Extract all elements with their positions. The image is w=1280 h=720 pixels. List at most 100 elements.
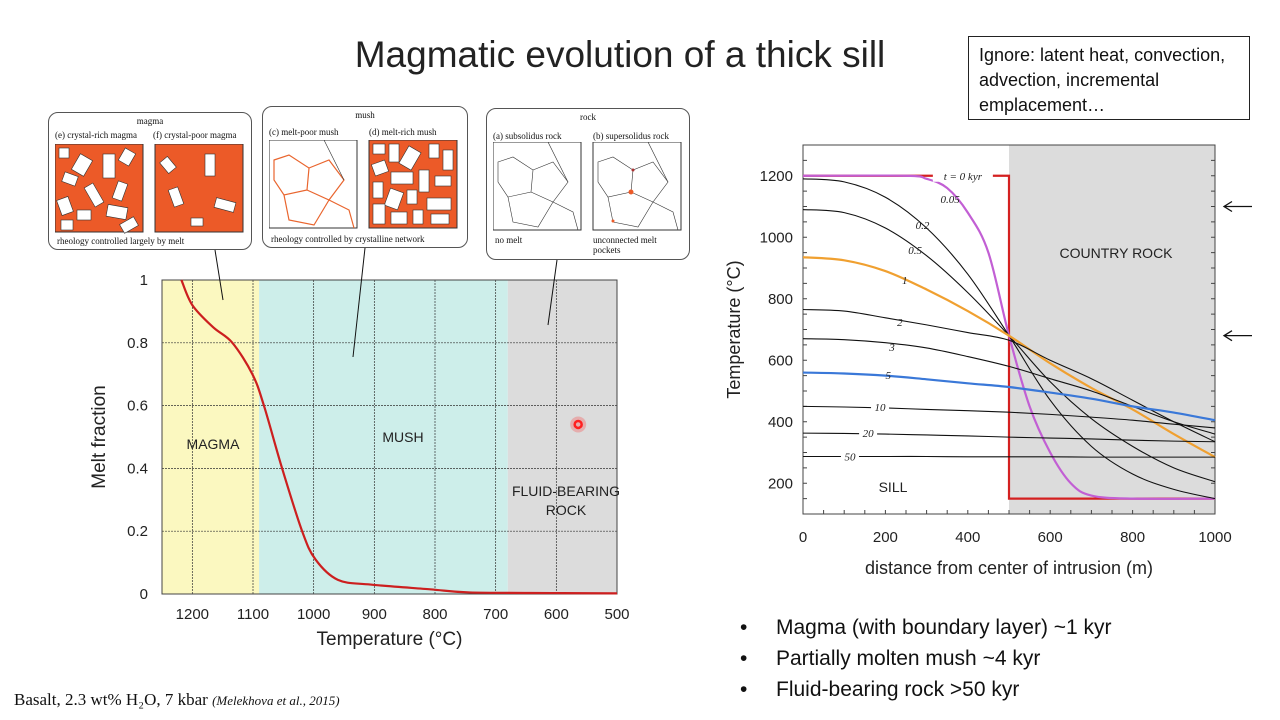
mush-texture-illustration (269, 140, 458, 229)
melt-fraction-chart: 1200 1100 1000 900 800 700 600 500 0 0.2 0.4 0.6 0.8… (89, 247, 630, 650)
x-tick-label: 800 (1120, 529, 1145, 546)
region-label: FLUID-BEARING (512, 483, 620, 499)
temperature-curve (802, 338, 1216, 435)
curve-label: t = 0 kyr (944, 171, 983, 183)
marker-glow (570, 416, 587, 433)
y-tick-label: 800 (768, 291, 793, 308)
curve-label-bg (840, 450, 859, 463)
x-axis-label: Temperature (°C) (317, 629, 463, 650)
curve-label: 3 (888, 342, 895, 354)
melt-fraction-curve (180, 279, 618, 595)
temperature-curve (802, 371, 1216, 422)
source-note: Basalt, 2.3 wt% H₂O, 7 kbar (Melekhova e… (14, 690, 340, 710)
x-tick-label: 200 (873, 529, 898, 546)
x-tick-label: 1000 (297, 606, 330, 623)
curve-label-bg (871, 400, 890, 413)
temperature-profile-chart: 0 200 400 600 800 1000 200 400 600 800 1000 1200 t =… (724, 144, 1252, 578)
y-axis-label: Temperature (°C) (724, 260, 744, 398)
panel-sub: (b) supersolidus rock (593, 131, 669, 141)
y-tick-label: 1200 (760, 168, 793, 185)
magma-texture-illustration (55, 144, 244, 234)
x-tick-label: 1200 (176, 606, 209, 623)
x-tick-label: 1100 (237, 606, 269, 623)
region-label: ROCK (546, 502, 587, 518)
slide-title: Magmatic evolution of a thick sill (354, 34, 886, 75)
marker-point (573, 419, 583, 430)
citation: (Melekhova et al., 2015) (212, 693, 340, 708)
y-axis-label: Melt fraction (89, 385, 110, 488)
curve-label: 10 (875, 402, 887, 414)
x-tick-label: 1000 (1198, 529, 1231, 546)
panel-caption: unconnected melt pockets (593, 235, 657, 255)
region-fluid-bearing-rock (507, 280, 617, 594)
panel-rock: rock (a) subsolidus rock (b) supersolidu… (486, 108, 690, 260)
region-label: SILL (879, 479, 908, 495)
y-tick-label: 0.8 (127, 335, 148, 352)
x-tick-label: 700 (483, 606, 508, 623)
region-sill (803, 145, 1009, 514)
rock-texture-illustration (493, 142, 682, 231)
bullet-item: Partially molten mush ~4 kyr (740, 643, 1112, 674)
arrow-left-icon (1222, 200, 1252, 213)
y-tick-label: 200 (768, 475, 793, 492)
panel-caption: no melt (495, 235, 523, 245)
x-tick-label: 900 (362, 606, 387, 623)
x-tick-label: 600 (1038, 529, 1063, 546)
panel-mush: mush (c) melt-poor mush (d) melt-rich mu… (262, 106, 468, 248)
y-tick-label: 400 (768, 414, 793, 431)
curve-label: 0.5 (908, 245, 922, 257)
bullet-item: Fluid-bearing rock >50 kyr (740, 674, 1112, 705)
assumptions-note: Ignore: latent heat, convection, advecti… (968, 36, 1250, 120)
y-tick-label: 0 (140, 586, 148, 603)
region-label: MUSH (382, 429, 423, 445)
y-tick-label: 0.4 (127, 460, 148, 477)
leader-line (352, 247, 366, 358)
y-tick-label: 1 (140, 272, 148, 289)
curve-label: 0.2 (916, 220, 930, 232)
region-mush (259, 280, 508, 594)
curve-label: 50 (844, 451, 856, 463)
panel-caption: rheology controlled by crystalline netwo… (271, 234, 425, 244)
arrow-left-icon (1222, 330, 1252, 342)
panel-sub: (d) melt-rich mush (369, 127, 437, 137)
bullet-item: Magma (with boundary layer) ~1 kyr (740, 612, 1112, 643)
y-tick-label: 0.2 (127, 523, 148, 540)
x-tick-label: 800 (422, 606, 447, 623)
region-label: MAGMA (187, 436, 241, 452)
plot-frame (161, 279, 618, 595)
curve-label-bg (859, 427, 878, 440)
curve-label: 1 (902, 275, 908, 287)
curve-label: 5 (886, 370, 892, 382)
temperature-curve (802, 256, 1216, 459)
temperature-curve (802, 308, 1216, 443)
x-tick-label: 500 (604, 606, 629, 623)
panel-sub: (c) melt-poor mush (269, 127, 339, 137)
y-tick-label: 0.6 (127, 398, 148, 415)
leader-line (547, 259, 558, 326)
curve-label: 2 (897, 317, 903, 329)
x-tick-label: 600 (544, 606, 569, 623)
region-label: COUNTRY ROCK (1059, 245, 1173, 261)
x-axis-label: distance from center of intrusion (m) (865, 558, 1153, 578)
leader-line (214, 249, 224, 301)
y-tick-label: 1000 (760, 229, 793, 246)
panel-caption: rheology controlled largely by melt (57, 236, 185, 246)
region-magma (162, 280, 260, 594)
bullet-list: Magma (with boundary layer) ~1 kyr Parti… (740, 612, 1112, 705)
source-text: Basalt, 2.3 wt% H₂O, 7 kbar (14, 690, 208, 709)
y-tick-label: 600 (768, 352, 793, 369)
x-tick-label: 0 (799, 529, 807, 546)
panel-title: rock (580, 112, 596, 122)
curve-label: 0.05 (940, 194, 960, 206)
region-country-rock (1009, 145, 1215, 514)
panel-title: magma (136, 116, 164, 126)
curve-label: 20 (863, 428, 875, 440)
curve-label-bg (932, 169, 993, 182)
panel-magma: magma (e) crystal-rich magma (f) crystal… (48, 112, 252, 250)
panel-title: mush (355, 110, 375, 120)
x-tick-label: 400 (955, 529, 980, 546)
panel-sub: (e) crystal-rich magma (55, 130, 137, 140)
temperature-curve (803, 455, 1215, 458)
panel-sub: (a) subsolidus rock (493, 131, 562, 141)
